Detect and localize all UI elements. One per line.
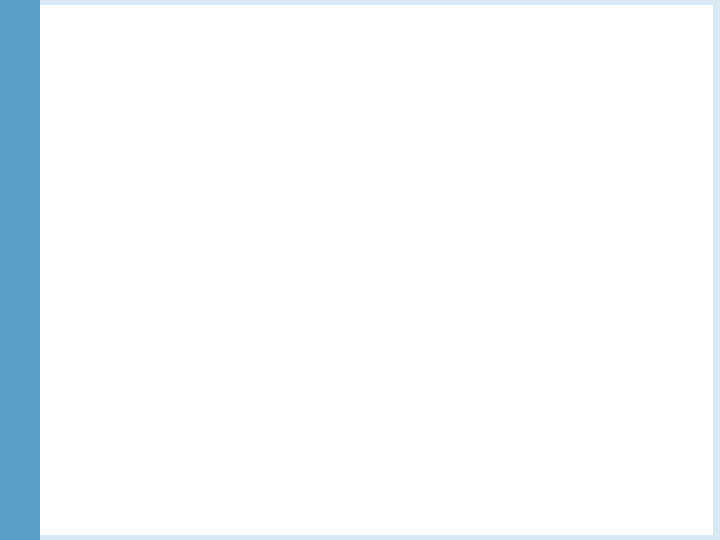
Text: © 2010 Pearson Education, Inc.  All rights reserved: © 2010 Pearson Education, Inc. All right… [226, 513, 494, 523]
FancyBboxPatch shape [40, 8, 195, 52]
Text: Solution: Solution [58, 140, 148, 160]
Text: b.  $\cos\theta = -\dfrac{\sqrt{3}}{2}$: b. $\cos\theta = -\dfrac{\sqrt{3}}{2}$ [259, 71, 461, 129]
Text: We know  $\cos\dfrac{\pi}{6} = \dfrac{\sqrt{3}}{2}$  and $\cos x < 0$ only in: We know $\cos\dfrac{\pi}{6} = \dfrac{\sq… [58, 242, 535, 294]
Text: QII and QIII angles with reference angles of $\dfrac{\pi}{6}$: QII and QIII angles with reference angle… [58, 373, 563, 411]
Text: EXAMPLE 1: EXAMPLE 1 [65, 21, 170, 39]
FancyBboxPatch shape [40, 8, 698, 52]
Text: quadrants II and III.: quadrants II and III. [58, 308, 274, 328]
Text: are:  $\theta = \pi - \dfrac{\pi}{6} = \dfrac{5\pi}{6}$  and  $\theta = \pi + \d: are: $\theta = \pi - \dfrac{\pi}{6} = \d… [58, 427, 498, 469]
Text: 7: 7 [690, 510, 700, 525]
Text: Solving a Trigonometric Equation: Solving a Trigonometric Equation [207, 21, 529, 39]
Text: a. First find all solutions in $[0,\, 2\pi)$.: a. First find all solutions in $[0,\, 2\… [58, 180, 438, 204]
